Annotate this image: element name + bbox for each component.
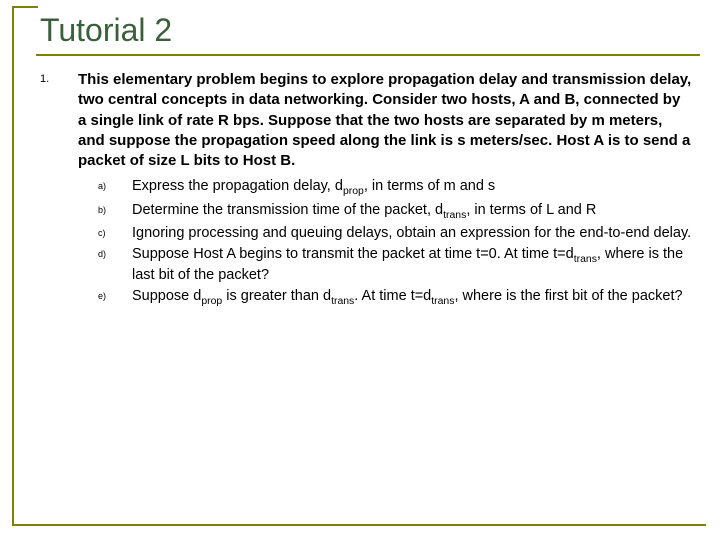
- subpart-text: Ignoring processing and queuing delays, …: [132, 224, 692, 243]
- question-number: 1.: [40, 70, 78, 171]
- subpart-item: d) Suppose Host A begins to transmit the…: [98, 245, 692, 285]
- question-row: 1. This elementary problem begins to exp…: [40, 70, 692, 171]
- subpart-label: c): [98, 224, 132, 243]
- subpart-item: a) Express the propagation delay, dprop,…: [98, 177, 692, 198]
- subpart-label: d): [98, 245, 132, 285]
- slide: Tutorial 2 1. This elementary problem be…: [0, 0, 720, 540]
- content-area: 1. This elementary problem begins to exp…: [40, 70, 692, 311]
- subpart-item: b) Determine the transmission time of th…: [98, 201, 692, 222]
- subpart-item: c) Ignoring processing and queuing delay…: [98, 224, 692, 243]
- subpart-label: b): [98, 201, 132, 222]
- subpart-label: e): [98, 287, 132, 308]
- page-title: Tutorial 2: [40, 12, 172, 49]
- subpart-text: Suppose Host A begins to transmit the pa…: [132, 245, 692, 285]
- question-text: This elementary problem begins to explor…: [78, 70, 692, 171]
- subpart-text: Suppose dprop is greater than dtrans. At…: [132, 287, 692, 308]
- subpart-label: a): [98, 177, 132, 198]
- subpart-text: Determine the transmission time of the p…: [132, 201, 692, 222]
- subpart-list: a) Express the propagation delay, dprop,…: [98, 177, 692, 309]
- frame-corner-tick: [12, 6, 38, 8]
- subpart-text: Express the propagation delay, dprop, in…: [132, 177, 692, 198]
- title-underline: [36, 54, 700, 56]
- subpart-item: e) Suppose dprop is greater than dtrans.…: [98, 287, 692, 308]
